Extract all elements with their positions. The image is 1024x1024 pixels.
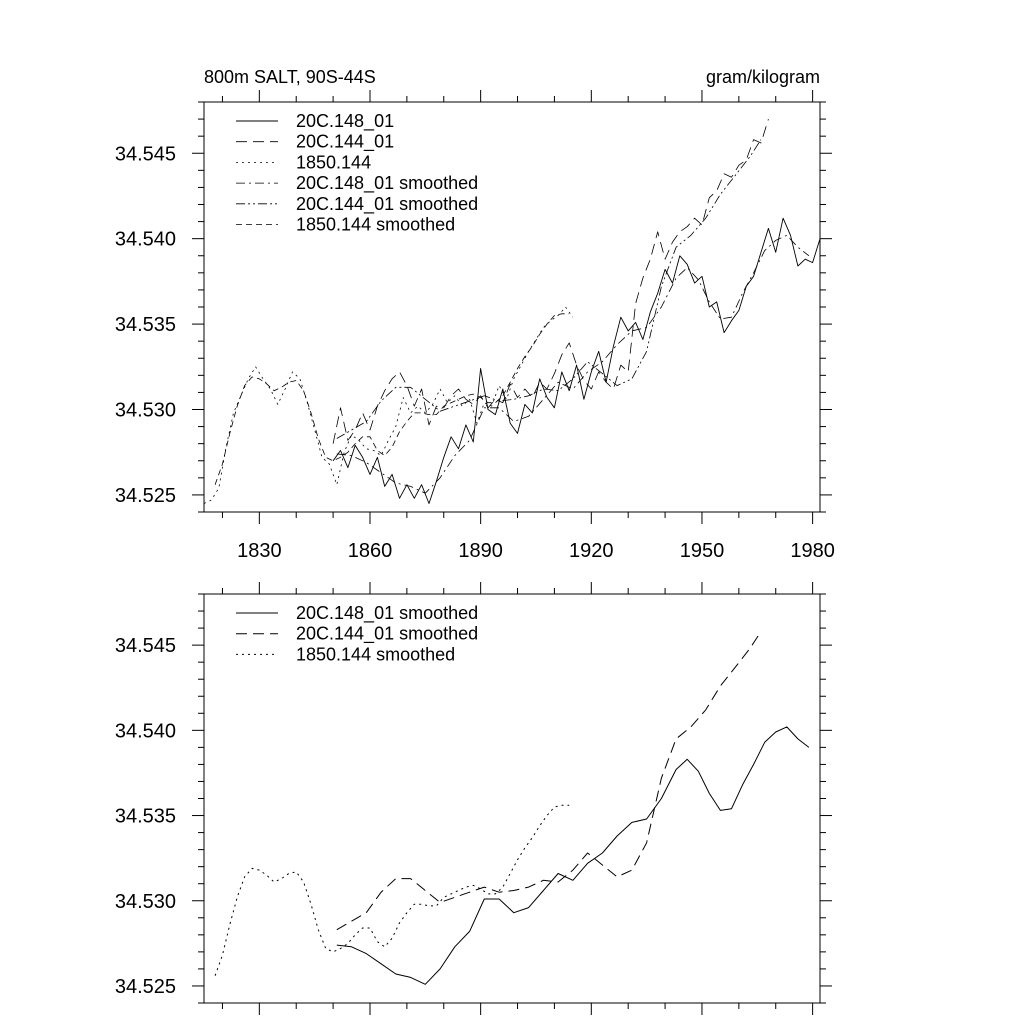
legend-label-20c-144-01-smoothed: 20C.144_01 smoothed [296,624,478,645]
y-tick-label: 34.535 [115,806,176,828]
bottom-axes: 34.525 34.530 34.535 34.540 34.545 [115,582,832,1015]
y-tick-label: 34.525 [115,976,176,998]
series-line-20c-144-01-smoothed [336,631,762,931]
bottom-series-lines [214,631,810,985]
units-label: gram/kilogram [706,67,820,87]
x-tick-label: 1950 [680,540,725,562]
legend-label-20c-148-01-smoothed: 20C.148_01 smoothed [296,173,478,194]
legend-label-20c-144-01-smoothed: 20C.144_01 smoothed [296,194,478,215]
series-line-20c-148-01-smoothed [336,234,810,494]
y-tick-label: 34.545 [115,143,176,165]
legend-label-1850-144: 1850.144 [296,152,371,172]
y-tick-label: 34.545 [115,635,176,657]
legend-label-1850-144-smoothed: 1850.144 smoothed [296,644,455,664]
x-tick-label: 1830 [237,540,282,562]
y-tick-label: 34.525 [115,485,176,507]
legend-label-1850-144-smoothed: 1850.144 smoothed [296,215,455,235]
top-series-lines [203,118,821,504]
y-tick-label: 34.530 [115,891,176,913]
legend-label-20c-148-01: 20C.148_01 [296,111,394,132]
series-line-20c-148-01-smoothed [336,726,810,985]
x-tick-label: 1920 [569,540,614,562]
series-line-1850-144 [203,306,574,504]
bottom-panel: 34.525 34.530 34.535 34.540 34.545 20C.148_0… [115,582,832,1015]
y-tick-label: 34.535 [115,314,176,336]
series-line-20c-144-01 [332,118,769,444]
top-panel: 800m SALT, 90S-44S gram/kilogram 1830 186… [115,67,835,562]
x-tick-label: 1980 [790,540,835,562]
y-tick-label: 34.540 [115,229,176,251]
x-tick-label: 1890 [458,540,503,562]
legend-label-20c-148-01-smoothed: 20C.148_01 smoothed [296,603,478,624]
legend-label-20c-144-01: 20C.144_01 [296,132,394,153]
y-tick-label: 34.530 [115,400,176,422]
series-line-20c-144-01-smoothed [336,139,762,439]
x-tick-label: 1860 [348,540,393,562]
series-line-1850-144-smoothed [214,313,570,485]
top-axes: 1830 1860 1890 1920 1950 1980 34.525 34.530 34.5… [115,90,835,562]
y-tick-label: 34.540 [115,720,176,742]
chart-title: 800m SALT, 90S-44S [204,67,376,87]
series-line-20c-148-01 [332,217,821,504]
